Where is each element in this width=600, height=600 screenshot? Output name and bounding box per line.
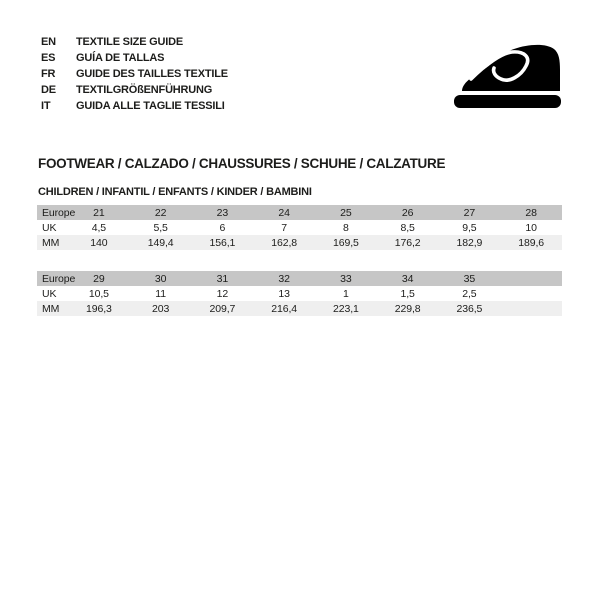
language-code: IT xyxy=(41,100,51,112)
size-cell: 1,5 xyxy=(376,286,439,301)
size-table-children-29-35: Europe 29 30 31 32 33 34 35 UK 10,5 11 1… xyxy=(37,271,562,316)
size-cell: 11 xyxy=(129,286,192,301)
row-label: Europe xyxy=(37,271,75,286)
row-label: MM xyxy=(37,301,68,316)
table-row-europe: Europe 29 30 31 32 33 34 35 xyxy=(37,271,562,286)
size-cell: 10,5 xyxy=(68,286,130,301)
language-list: EN TEXTILE SIZE GUIDE ES GUÍA DE TALLAS … xyxy=(41,34,228,114)
size-cell: 209,7 xyxy=(191,301,254,316)
size-cell: 10 xyxy=(500,220,562,235)
size-cell: 32 xyxy=(253,271,315,286)
children-shoe-icon xyxy=(454,42,562,108)
size-cell: 30 xyxy=(129,271,192,286)
size-cell: 2,5 xyxy=(438,286,501,301)
size-cell: 13 xyxy=(253,286,315,301)
row-label: MM xyxy=(37,235,68,250)
size-cell: 26 xyxy=(376,205,439,220)
size-cell xyxy=(500,271,562,286)
section-title: FOOTWEAR / CALZADO / CHAUSSURES / SCHUHE… xyxy=(38,156,446,171)
table-row-uk: UK 10,5 11 12 13 1 1,5 2,5 xyxy=(37,286,562,301)
language-code: ES xyxy=(41,52,56,64)
size-cell: 8 xyxy=(315,220,377,235)
section-subtitle: CHILDREN / INFANTIL / ENFANTS / KINDER /… xyxy=(38,186,312,198)
language-code: DE xyxy=(41,84,56,96)
language-row-it: IT GUIDA ALLE TAGLIE TESSILI xyxy=(41,98,228,114)
size-cell: 169,5 xyxy=(315,235,377,250)
language-row-de: DE TEXTILGRÖßENFÜHRUNG xyxy=(41,82,228,98)
size-cell: 189,6 xyxy=(500,235,562,250)
size-cell: 162,8 xyxy=(253,235,315,250)
size-cell: 149,4 xyxy=(129,235,192,250)
language-row-fr: FR GUIDE DES TAILLES TEXTILE xyxy=(41,66,228,82)
language-title: GUÍA DE TALLAS xyxy=(76,52,165,64)
size-cell: 22 xyxy=(129,205,192,220)
size-cell: 21 xyxy=(68,205,130,220)
language-row-es: ES GUÍA DE TALLAS xyxy=(41,50,228,66)
size-cell: 196,3 xyxy=(68,301,130,316)
row-label: UK xyxy=(37,220,68,235)
size-cell: 236,5 xyxy=(438,301,501,316)
size-cell: 28 xyxy=(500,205,562,220)
language-title: GUIDA ALLE TAGLIE TESSILI xyxy=(76,100,225,112)
size-cell: 31 xyxy=(191,271,254,286)
table-row-mm: MM 196,3 203 209,7 216,4 223,1 229,8 236… xyxy=(37,301,562,316)
size-cell: 176,2 xyxy=(376,235,439,250)
size-cell: 12 xyxy=(191,286,254,301)
row-label: UK xyxy=(37,286,68,301)
size-cell: 27 xyxy=(438,205,501,220)
table-row-uk: UK 4,5 5,5 6 7 8 8,5 9,5 10 xyxy=(37,220,562,235)
row-label: Europe xyxy=(37,205,75,220)
table-row-europe: Europe 21 22 23 24 25 26 27 28 xyxy=(37,205,562,220)
size-cell: 29 xyxy=(68,271,130,286)
size-cell: 223,1 xyxy=(315,301,377,316)
size-cell xyxy=(500,301,562,316)
size-cell: 140 xyxy=(68,235,130,250)
size-cell: 4,5 xyxy=(68,220,130,235)
size-cell: 229,8 xyxy=(376,301,439,316)
size-cell: 182,9 xyxy=(438,235,501,250)
size-cell: 25 xyxy=(315,205,377,220)
size-cell: 8,5 xyxy=(376,220,439,235)
size-cell: 35 xyxy=(438,271,501,286)
size-cell: 1 xyxy=(315,286,377,301)
size-cell: 156,1 xyxy=(191,235,254,250)
size-cell: 7 xyxy=(253,220,315,235)
language-code: FR xyxy=(41,68,56,80)
language-code: EN xyxy=(41,36,56,48)
language-title: GUIDE DES TAILLES TEXTILE xyxy=(76,68,228,80)
size-cell: 5,5 xyxy=(129,220,192,235)
table-row-mm: MM 140 149,4 156,1 162,8 169,5 176,2 182… xyxy=(37,235,562,250)
size-cell: 24 xyxy=(253,205,315,220)
language-title: TEXTILE SIZE GUIDE xyxy=(76,36,184,48)
size-cell: 6 xyxy=(191,220,254,235)
language-title: TEXTILGRÖßENFÜHRUNG xyxy=(76,84,213,96)
size-table-children-21-28: Europe 21 22 23 24 25 26 27 28 UK 4,5 5,… xyxy=(37,205,562,250)
size-cell: 203 xyxy=(129,301,192,316)
language-row-en: EN TEXTILE SIZE GUIDE xyxy=(41,34,228,50)
size-cell: 33 xyxy=(315,271,377,286)
size-cell xyxy=(500,286,562,301)
size-cell: 9,5 xyxy=(438,220,501,235)
size-cell: 216,4 xyxy=(253,301,315,316)
size-cell: 34 xyxy=(376,271,439,286)
size-cell: 23 xyxy=(191,205,254,220)
